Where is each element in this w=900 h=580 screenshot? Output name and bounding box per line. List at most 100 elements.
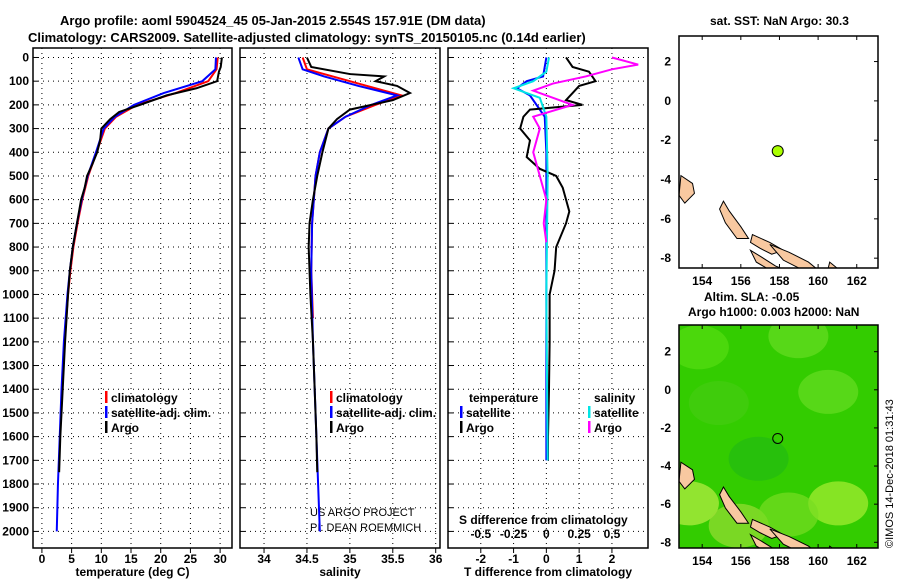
argo-float-marker [772, 432, 784, 444]
depth-tick-label: 1400 [2, 382, 29, 396]
lon-tick-label: 156 [731, 274, 751, 288]
legend-label: Argo [336, 421, 364, 435]
series-line-climatology [63, 57, 219, 342]
sla-patch [688, 381, 749, 426]
lat-tick-label: 2 [664, 345, 671, 359]
x-tick-label: 0 [39, 552, 46, 566]
legend-label: Argo [111, 421, 139, 435]
panel-4: 154 156 158 160 162 2 0 -2 -4 -6 -8 [660, 324, 879, 568]
legend-label: climatology [111, 391, 178, 405]
depth-tick-label: 1200 [2, 335, 29, 349]
panel-1: 34 34.5 35 35.5 36 salinity climatologysatelli… [239, 47, 443, 579]
plot-frame [32, 47, 233, 549]
series-line-satellite-adj-clim- [297, 57, 401, 532]
lon-tick-label: 162 [847, 554, 867, 568]
series-line-temperature-argo [519, 56, 598, 461]
legend-title-salinity: salinity [594, 391, 636, 405]
depth-tick-label: 1700 [2, 453, 29, 467]
x-tick-label: 2 [609, 552, 616, 566]
x-tick-label: 34.5 [295, 552, 319, 566]
secondary-x-axis-label: S difference from climatology [459, 513, 628, 527]
x-tick-label: -2 [475, 552, 486, 566]
sla-patch [679, 481, 719, 526]
depth-tick-label: 300 [9, 122, 29, 136]
island [749, 248, 782, 268]
depth-tick-label: 200 [9, 98, 29, 112]
legend-swatch [105, 406, 108, 418]
sla-patch [798, 369, 859, 414]
legend-swatch [105, 421, 108, 433]
lon-tick-label: 158 [769, 554, 789, 568]
x-tick-label: 5 [68, 552, 75, 566]
lon-tick-label: 158 [769, 274, 789, 288]
island [769, 243, 817, 268]
x-tick-label: 10 [95, 552, 109, 566]
series-line-satellite-adj-clim- [55, 57, 217, 532]
legend-label: satellite-adj. clim. [111, 406, 211, 420]
depth-tick-label: 800 [9, 240, 29, 254]
legend-label: satellite [594, 406, 639, 420]
panel-3: 154 156 158 160 162 2 0 -2 -4 -6 -8 [660, 35, 879, 288]
series-line-climatology [301, 57, 405, 319]
depth-tick-label: 1500 [2, 406, 29, 420]
lat-tick-label: -2 [660, 133, 671, 147]
lat-tick-label: 0 [664, 383, 671, 397]
legend-swatch [330, 406, 333, 418]
map1-title: sat. SST: NaN Argo: 30.3 [710, 14, 849, 28]
depth-tick-label: 1000 [2, 287, 29, 301]
depth-tick-label: 0 [22, 50, 29, 64]
lat-tick-label: 0 [664, 94, 671, 108]
x-tick-label: 35 [343, 552, 357, 566]
depth-tick-label: 2000 [2, 524, 29, 538]
sla-patch [679, 325, 729, 370]
legend-label: Argo [594, 421, 622, 435]
title-line-1: Argo profile: aoml 5904524_45 05-Jan-201… [60, 13, 486, 28]
depth-tick-label: 900 [9, 264, 29, 278]
secondary-x-tick-label: 0.5 [604, 527, 621, 541]
x-tick-label: 25 [184, 552, 198, 566]
depth-tick-label: 100 [9, 74, 29, 88]
secondary-x-tick-label: 0 [543, 527, 550, 541]
title-line-2: Climatology: CARS2009. Satellite-adjuste… [28, 30, 586, 45]
sla-patch [758, 492, 819, 537]
depth-tick-label: 1800 [2, 477, 29, 491]
x-axis-label: temperature (deg C) [75, 565, 189, 579]
lon-tick-label: 156 [731, 554, 751, 568]
lat-tick-label: -6 [660, 212, 671, 226]
map-frame [678, 35, 879, 269]
x-tick-label: 35.5 [381, 552, 405, 566]
depth-tick-label: 1100 [3, 311, 29, 325]
legend-swatch [588, 421, 591, 433]
secondary-x-tick-label: -0.5 [470, 527, 491, 541]
legend-swatch [460, 421, 463, 433]
legend-swatch [460, 406, 463, 418]
sla-patch [808, 481, 869, 526]
credit-line-1: US ARGO PROJECT [310, 507, 415, 519]
series-line-salinity-argo [530, 56, 639, 243]
depth-tick-label: 400 [9, 145, 29, 159]
secondary-x-tick-label: -0.25 [500, 527, 528, 541]
legend-label: satellite [466, 406, 511, 420]
lat-tick-label: -4 [660, 459, 671, 473]
secondary-x-tick-label: 0.25 [567, 527, 591, 541]
map-area [679, 325, 878, 548]
plot-frame [239, 47, 441, 549]
island [679, 174, 695, 204]
x-tick-label: -1 [508, 552, 519, 566]
depth-tick-label: 1900 [2, 501, 29, 515]
island [719, 485, 750, 524]
x-tick-label: 20 [154, 552, 168, 566]
x-axis-label: T difference from climatology [464, 565, 632, 579]
lon-tick-label: 154 [692, 274, 712, 288]
series-line-argo [306, 57, 413, 473]
lat-tick-label: -2 [660, 421, 671, 435]
panel-2: -2 -1 0 1 2T difference from climatology temp… [447, 47, 649, 579]
map2-title-1: Altim. SLA: -0.05 [704, 290, 800, 304]
x-tick-label: 36 [429, 552, 443, 566]
timestamp: ©IMOS 14-Dec-2018 01:31:43 [884, 399, 896, 548]
sla-patch [728, 436, 789, 481]
map-frame [678, 324, 879, 549]
lon-tick-label: 154 [692, 554, 712, 568]
legend-swatch [330, 421, 333, 433]
